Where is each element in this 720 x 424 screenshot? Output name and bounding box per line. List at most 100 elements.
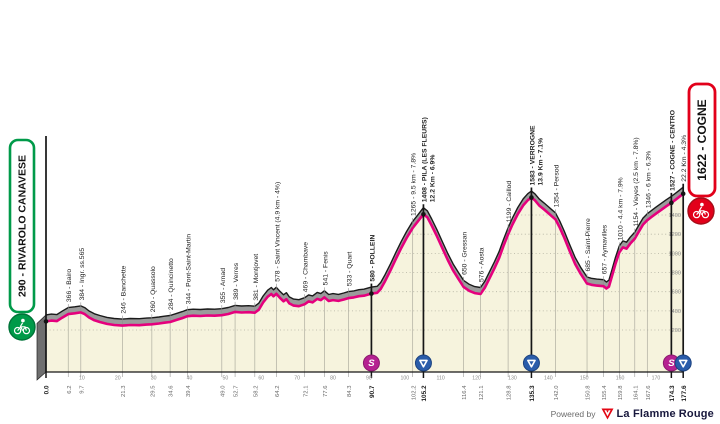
footer: Powered by La Flamme Rouge	[551, 408, 714, 420]
axis-tick: 110	[437, 376, 445, 382]
start-badge: 290 - RIVAROLO CANAVESE	[8, 138, 36, 341]
km-label: 150.8	[586, 385, 592, 400]
waypoint-label: 284 - Quincinetto	[168, 258, 175, 310]
waypoint-label: 389 - Verres	[233, 262, 240, 300]
waypoint-label: 1527 - COGNE - CENTRO	[669, 110, 676, 191]
start-cyclist-icon	[8, 313, 36, 341]
km-label: 49.0	[220, 385, 226, 397]
axis-tick: 120	[472, 376, 481, 382]
km-label: 9.7	[79, 386, 85, 394]
km-label: 72.1	[303, 386, 309, 397]
axis-tick: 30	[151, 376, 157, 382]
elevation-tick: 1200	[669, 232, 681, 238]
kom-icon-circle	[414, 354, 432, 372]
km-label: 90.7	[369, 385, 376, 398]
finish-label: 1622 - COGNE	[695, 99, 709, 180]
axis-tick: 10	[79, 376, 85, 382]
km-label: 6.2	[67, 386, 73, 394]
km-label: 29.5	[150, 385, 156, 397]
km-label: 167.6	[646, 385, 652, 400]
axis-tick: 90	[366, 376, 372, 382]
axis-tick: 60	[258, 376, 264, 382]
start-badge-box	[8, 138, 36, 314]
kom-icon-triangle	[527, 359, 536, 368]
kom-icon-circle	[674, 354, 692, 372]
waypoint-label: 1583 - VERROGNE	[529, 125, 536, 186]
waypoint-label: 1010 - 4.4 km - 7.9%	[617, 177, 624, 240]
kom-icon-triangle	[678, 359, 688, 368]
waypoint-label: 1354 - Persod	[553, 165, 560, 208]
elevation-tick: 200	[672, 328, 681, 334]
waypoint-label: 541 - Fenis	[322, 251, 329, 286]
start-slab	[36, 314, 47, 381]
elevation-tick: 1000	[669, 251, 681, 257]
mountain-ridge	[45, 186, 684, 320]
powered-by-text: Powered by	[550, 409, 596, 419]
km-label: 174.3	[669, 385, 676, 401]
km-label: 159.8	[618, 385, 624, 400]
km-label: 155.4	[602, 385, 608, 400]
sprint-icon-letter: S	[368, 358, 375, 369]
km-label: 39.4	[186, 385, 192, 397]
axis-tick: 150	[580, 376, 589, 382]
elevation-tick: 400	[672, 309, 681, 315]
finish-badge-box	[687, 82, 717, 198]
axis-tick: 140	[544, 376, 553, 382]
sprint-icon-circle	[362, 354, 380, 372]
waypoint-label: 685 - Saint-Pierre	[585, 218, 592, 271]
summit-dot	[529, 195, 534, 200]
km-label: 77.6	[323, 385, 329, 397]
waypoint-label: 1154 - Vieyes (2.5 km - 7.8%)	[633, 137, 640, 226]
km-label: 128.8	[507, 385, 513, 400]
waypoint-label: 533 - Quart	[346, 252, 353, 286]
waypoint-label: 381 - Montjovet	[253, 254, 260, 301]
summit-dot	[421, 211, 426, 217]
la-flamme-rouge-logo: La Flamme Rouge	[601, 408, 715, 420]
flamme-rouge-triangle-icon	[601, 408, 613, 420]
waypoint-label: 344 - Pont-Saint-Martin	[185, 234, 192, 304]
km-label: 52.7	[234, 386, 240, 397]
axis-tick: 100	[400, 376, 409, 382]
waypoint-label: 576 - Aosta	[478, 247, 485, 282]
kom-icon	[674, 354, 692, 372]
summit-dot	[43, 319, 49, 324]
waypoint-label: 657 - Aymavilles	[602, 224, 609, 274]
kom-icon-triangle	[419, 359, 428, 368]
waypoint-label: 366 - Bairo	[66, 269, 73, 302]
km-label: 177.6	[681, 385, 688, 401]
km-label: 105.2	[421, 385, 428, 401]
elevation-tick: 1400	[669, 213, 681, 219]
axis-tick: 20	[115, 376, 121, 382]
waypoint-label: 260 - Quassolo	[150, 266, 157, 312]
axis-tick: 70	[294, 376, 300, 382]
km-label: 64.2	[275, 386, 281, 397]
waypoint-label: 22.2 Km - 4.3%	[681, 135, 688, 182]
waypoint-label: 1346 - 6 km - 6.3%	[645, 151, 652, 208]
km-label: 142.0	[554, 385, 560, 400]
kom-icon	[414, 354, 432, 372]
waypoint-label: 355 - Arnad	[220, 268, 227, 303]
sprint-icon-letter: S	[668, 358, 675, 369]
summit-dot	[669, 200, 674, 206]
axis-tick: 40	[187, 376, 193, 382]
waypoint-label: 580 - POLLEIN	[369, 235, 376, 282]
waypoint-label: 12.2 Km - 6.9%	[430, 155, 437, 203]
sprint-icon: S	[362, 354, 380, 372]
axis-tick: 130	[508, 376, 517, 382]
elevation-tick: 600	[672, 290, 681, 296]
km-label: 84.3	[347, 385, 353, 397]
waypoint-label: 13.9 Km - 7.1%	[538, 138, 545, 186]
km-label: 135.3	[529, 385, 536, 401]
start-label: 290 - RIVAROLO CANAVESE	[17, 155, 29, 297]
brand-rouge: Rouge	[678, 408, 714, 420]
km-label: 121.1	[479, 386, 485, 401]
waypoint-label: 384 - Ingr. ss.565	[79, 248, 86, 301]
km-label: 58.2	[253, 386, 259, 397]
kom-icon	[522, 354, 540, 372]
finish-cyclist-icon	[687, 197, 715, 225]
waypoint-label: 650 - Gressan	[462, 232, 469, 275]
summit-dot	[680, 191, 686, 197]
summit-dot	[369, 291, 374, 296]
axis-tick: 160	[616, 376, 625, 382]
waypoint-label: 1265 - 9.5 km - 7.8%	[411, 153, 418, 216]
